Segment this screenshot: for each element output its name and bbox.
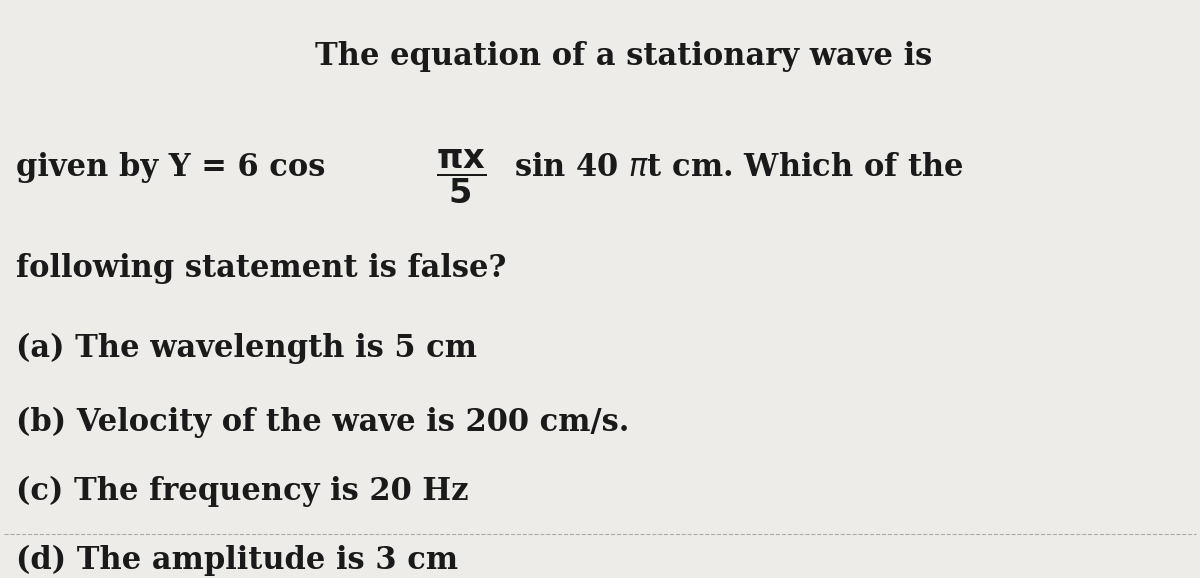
Text: sin 40 $\pi$t cm. Which of the: sin 40 $\pi$t cm. Which of the — [514, 153, 964, 183]
Text: (b) Velocity of the wave is 200 cm/s.: (b) Velocity of the wave is 200 cm/s. — [16, 406, 630, 438]
Text: given by Y = 6 cos: given by Y = 6 cos — [16, 153, 336, 183]
Text: (d) The amplitude is 3 cm: (d) The amplitude is 3 cm — [16, 544, 458, 576]
Text: (a) The wavelength is 5 cm: (a) The wavelength is 5 cm — [16, 332, 478, 364]
Text: The equation of a stationary wave is: The equation of a stationary wave is — [316, 41, 932, 72]
Text: (c) The frequency is 20 Hz: (c) The frequency is 20 Hz — [16, 476, 468, 507]
Text: following statement is false?: following statement is false? — [16, 253, 506, 284]
Text: $\mathbf{\dfrac{\pi x}{5}}$: $\mathbf{\dfrac{\pi x}{5}}$ — [436, 147, 486, 206]
